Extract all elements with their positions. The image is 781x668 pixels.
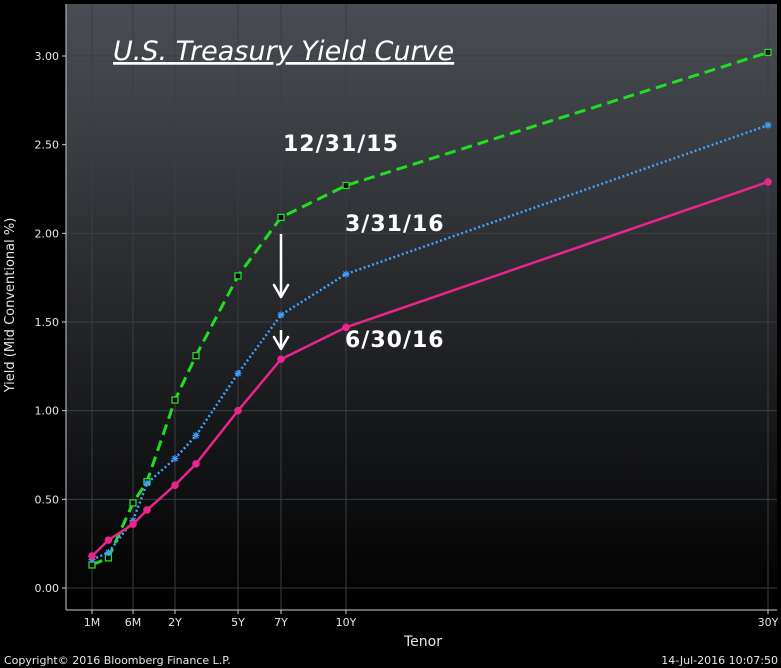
data-point [171, 455, 179, 463]
x-axis-title: Tenor [403, 634, 442, 650]
data-point [764, 121, 772, 129]
data-point [342, 270, 350, 278]
series-lines [88, 48, 772, 569]
data-point [171, 396, 179, 404]
arrow-head [272, 335, 290, 351]
arrow-head [272, 283, 290, 299]
data-point [171, 481, 179, 489]
down-arrow [272, 234, 290, 299]
data-point [129, 520, 137, 528]
annotation-3-31-16: 3/31/16 [345, 212, 445, 237]
x-tick-label: 30Y [758, 616, 779, 629]
data-point [234, 406, 242, 415]
series-line [91, 124, 769, 561]
annotation-arrows [272, 234, 290, 351]
x-tick-label: 5Y [231, 616, 245, 629]
x-tick-label: 6M [125, 616, 142, 629]
data-point [104, 536, 113, 544]
data-point [234, 369, 242, 377]
plot-area [66, 4, 777, 610]
series-3 [88, 178, 772, 560]
data-point [234, 272, 242, 280]
y-tick-label: 2.50 [35, 139, 60, 152]
annotation-12-31-15: 12/31/15 [283, 132, 399, 157]
series-line [91, 180, 769, 557]
x-tick-label: 10Y [336, 616, 357, 629]
data-point [764, 48, 772, 57]
data-point [143, 506, 151, 514]
down-arrow [272, 330, 290, 351]
copyright-text: Copyright© 2016 Bloomberg Finance L.P. [4, 654, 231, 667]
chart-title: U.S. Treasury Yield Curve [113, 36, 454, 67]
axes: 0.00 0.50 1.00 1.50 2.00 2.50 3.00 1M 6M 2Y 5Y 7Y 10… [35, 4, 779, 629]
y-tick-label: 1.50 [35, 316, 60, 329]
annotation-6-30-16: 6/30/16 [345, 328, 445, 353]
y-tick-label: 1.00 [35, 405, 60, 418]
x-tick-label: 1M [84, 616, 101, 629]
data-point [764, 178, 772, 186]
series-line [91, 51, 769, 567]
data-point [192, 431, 200, 439]
data-point [104, 549, 112, 557]
x-tick-label: 2Y [168, 616, 182, 629]
x-tick-label: 7Y [274, 616, 288, 629]
y-tick-label: 3.00 [35, 50, 60, 63]
data-point [277, 355, 285, 364]
y-axis-title: Yield (Mid Conventional %) [3, 218, 18, 394]
timestamp-text: 14-Jul-2016 10:07:50 [661, 654, 778, 667]
data-point [277, 213, 285, 222]
y-tick-label: 0.50 [35, 493, 60, 506]
data-point [342, 181, 350, 190]
data-point [342, 323, 350, 332]
data-point [143, 479, 151, 487]
data-point [277, 311, 285, 319]
data-point [88, 552, 96, 560]
y-tick-label: 2.00 [35, 227, 60, 240]
data-point [192, 460, 200, 468]
data-point [192, 352, 200, 360]
y-tick-label: 0.00 [35, 582, 60, 595]
grid-lines [66, 4, 777, 610]
data-point [129, 499, 137, 507]
